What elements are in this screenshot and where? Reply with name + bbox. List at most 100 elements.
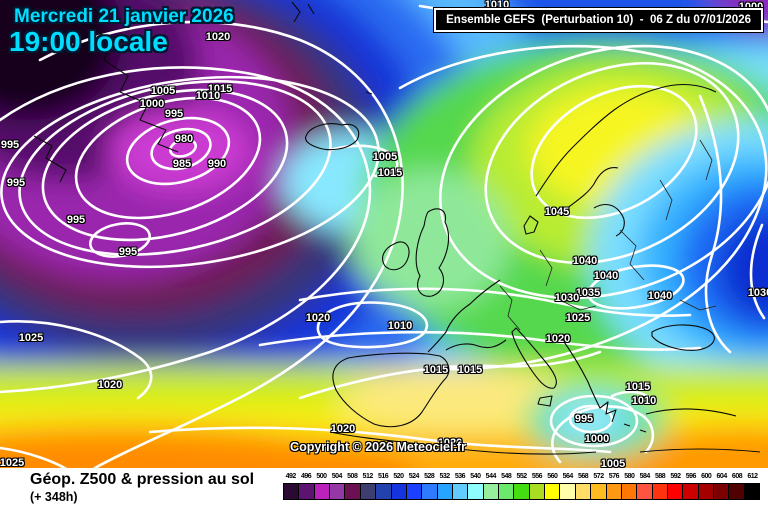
coastlines — [33, 0, 761, 455]
legend-cell — [651, 483, 668, 500]
legend-tick: 580 — [624, 473, 635, 480]
legend-cell — [298, 483, 315, 500]
legend-tick: 520 — [393, 473, 404, 480]
pressure-label: 1015 — [625, 381, 651, 393]
legend-tick: 564 — [562, 473, 574, 480]
pressure-label: 980 — [174, 133, 194, 145]
legend-tick: 492 — [285, 473, 297, 480]
legend-cell — [666, 483, 684, 500]
pressure-label: 1005 — [150, 85, 176, 97]
pressure-label: 1020 — [545, 333, 571, 345]
pressure-label: 995 — [6, 177, 26, 189]
legend-tick: 500 — [316, 473, 327, 480]
legend-ticks-row: 492 496 500 504 508 512 516 520 524 528 532 536 540 5… — [283, 471, 760, 482]
pressure-label: 1010 — [195, 90, 221, 102]
footer-strip: Géop. Z500 & pression au sol (+ 348h) 49… — [0, 468, 768, 512]
legend-tick: 592 — [670, 473, 681, 480]
pressure-label: 995 — [66, 214, 86, 226]
legend-tick: 552 — [516, 473, 527, 480]
legend-tick: 584 — [639, 473, 651, 480]
legend-cell — [421, 483, 438, 500]
legend-tick: 608 — [731, 473, 743, 480]
legend-tick: 556 — [531, 473, 543, 480]
pressure-label: 1015 — [423, 364, 449, 376]
pressure-label: 1010 — [631, 395, 657, 407]
legend-cell — [482, 483, 500, 500]
legend-cell — [528, 483, 546, 500]
pressure-label: 1010 — [484, 0, 510, 11]
legend-cell — [605, 483, 622, 500]
legend-cell — [682, 483, 699, 500]
pressure-label: 995 — [0, 139, 20, 151]
pressure-label: 1020 — [305, 312, 331, 324]
legend-tick: 544 — [485, 473, 497, 480]
legend-cells-row — [283, 483, 761, 500]
legend-cell — [574, 483, 592, 500]
pressure-contours — [0, 4, 768, 468]
map-date-label: Mercredi 21 janvier 2026 — [14, 6, 234, 27]
pressure-label: 995 — [574, 413, 594, 425]
pressure-label: 995 — [164, 108, 184, 120]
pressure-label: 1015 — [377, 167, 403, 179]
geopotential-pressure-map: 1020 1010 1000 1005 1015 1010 1000 995 980 985 990… — [0, 0, 768, 470]
legend-cell — [283, 483, 300, 500]
legend-tick: 596 — [685, 473, 697, 480]
legend-cell — [436, 483, 453, 500]
copyright-label: Copyright © 2026 Meteociel.fr — [290, 440, 466, 454]
legend-cell — [620, 483, 638, 500]
pressure-label: 1020 — [330, 423, 356, 435]
legend-tick: 528 — [424, 473, 435, 480]
map-local-time-label: 19:00 locale — [9, 26, 168, 57]
pressure-label: 1035 — [575, 287, 601, 299]
pressure-label: 1040 — [593, 270, 619, 282]
legend-tick: 504 — [331, 473, 343, 480]
legend-tick: 516 — [377, 473, 389, 480]
pressure-label: 1020 — [205, 31, 231, 43]
legend-tick: 548 — [501, 473, 512, 480]
legend-cell — [405, 483, 423, 500]
pressure-label: 1030 — [554, 292, 580, 304]
legend-tick: 600 — [701, 473, 712, 480]
pressure-label: 1010 — [387, 320, 413, 332]
legend-cell — [467, 483, 484, 500]
legend-scale: 492 496 500 504 508 512 516 520 524 528 532 536 540 5… — [283, 471, 761, 500]
legend-cell — [390, 483, 407, 500]
forecast-offset-label: (+ 348h) — [30, 490, 78, 504]
legend-tick: 604 — [716, 473, 728, 480]
pressure-label: 1040 — [647, 290, 673, 302]
pressure-label: 1020 — [437, 437, 463, 449]
pressure-label: 1015 — [457, 364, 483, 376]
legend-tick: 512 — [362, 473, 374, 480]
legend-tick: 568 — [578, 473, 589, 480]
legend-tick: 496 — [300, 473, 312, 480]
pressure-label: 1000 — [584, 433, 610, 445]
pressure-label: 1020 — [97, 379, 123, 391]
legend-tick: 588 — [654, 473, 666, 480]
legend-cell — [344, 483, 361, 500]
pressure-label: 1005 — [372, 151, 398, 163]
legend-tick: 560 — [547, 473, 558, 480]
product-title: Géop. Z500 & pression au sol — [30, 471, 255, 488]
pressure-label: 1040 — [572, 255, 598, 267]
legend-tick: 576 — [608, 473, 620, 480]
pressure-label: 990 — [207, 158, 227, 170]
legend-cell — [728, 483, 745, 500]
legend-tick: 572 — [593, 473, 604, 480]
model-info-label: Ensemble GEFS (Perturbation 10) - 06 Z d… — [446, 14, 751, 26]
legend-cell — [375, 483, 392, 500]
legend-tick: 540 — [470, 473, 481, 480]
legend-cell — [590, 483, 607, 500]
legend-cell — [559, 483, 576, 500]
legend-tick: 612 — [747, 473, 758, 480]
product-block: Géop. Z500 & pression au sol (+ 348h) — [30, 468, 254, 504]
legend-cell — [743, 483, 761, 500]
pressure-label: 995 — [118, 246, 138, 258]
legend-tick: 532 — [439, 473, 451, 480]
legend-cell — [498, 483, 515, 500]
legend-cell — [329, 483, 346, 500]
pressure-label: 985 — [172, 158, 192, 170]
legend-cell — [451, 483, 469, 500]
pressure-label: 1025 — [565, 312, 591, 324]
legend-cell — [359, 483, 377, 500]
